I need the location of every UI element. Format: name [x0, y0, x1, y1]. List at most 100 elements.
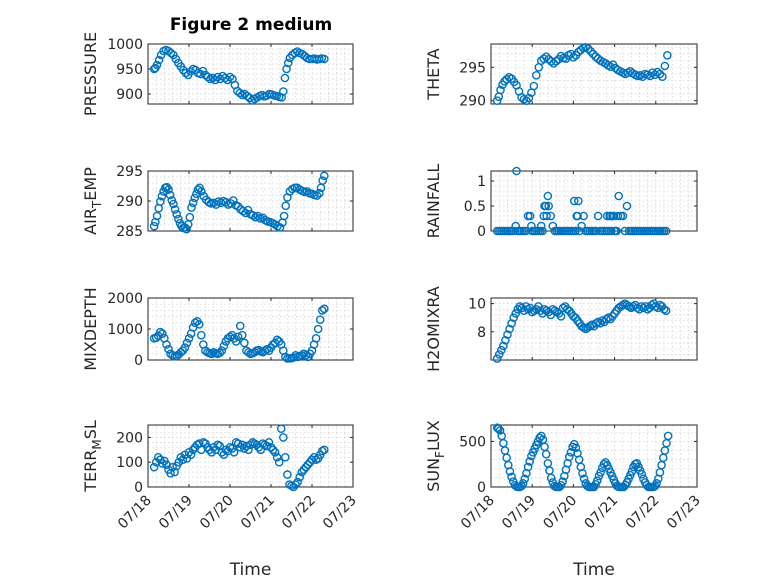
data-point — [282, 64, 291, 74]
y-axis-label: H2OMIXRA — [424, 286, 443, 372]
y-axis-label: PRESSURE — [81, 32, 100, 116]
data-point — [153, 452, 163, 462]
data-point — [650, 70, 660, 79]
data-point — [632, 303, 642, 313]
data-point — [266, 443, 276, 452]
data-point — [319, 171, 329, 181]
data-point — [502, 75, 511, 84]
data-point — [511, 309, 521, 318]
data-point — [297, 467, 307, 477]
data-point — [248, 211, 258, 220]
data-point — [315, 315, 325, 325]
data-point — [318, 176, 327, 185]
series-pressure — [149, 45, 329, 105]
data-point — [170, 205, 180, 214]
y-tick-label: 500 — [459, 434, 486, 450]
data-point — [577, 221, 586, 231]
x-tick-label: 07/19 — [499, 493, 539, 533]
data-point — [591, 226, 601, 236]
data-point — [231, 337, 241, 346]
data-point — [279, 211, 289, 221]
data-point — [281, 201, 291, 211]
axes-box — [490, 43, 698, 105]
data-point — [243, 205, 253, 215]
data-point — [233, 332, 243, 342]
data-point — [618, 211, 628, 221]
series-mixdepth — [149, 304, 329, 363]
data-point — [540, 442, 549, 452]
data-point — [278, 433, 288, 442]
data-point — [174, 214, 183, 224]
data-point — [494, 424, 503, 433]
data-point — [522, 96, 531, 105]
data-point — [541, 52, 551, 61]
data-point — [152, 60, 162, 70]
data-point — [624, 302, 634, 311]
data-point — [237, 330, 247, 340]
data-point — [564, 452, 574, 462]
data-point — [575, 226, 584, 236]
data-point — [274, 457, 284, 467]
data-point — [663, 51, 672, 60]
data-point — [543, 458, 553, 468]
data-point — [525, 211, 535, 221]
x-tick-label: 07/21 — [582, 493, 622, 533]
data-point — [509, 226, 518, 236]
data-point — [299, 465, 309, 474]
data-point — [228, 196, 238, 205]
y-tick-label: 1 — [477, 174, 486, 190]
data-point — [579, 323, 589, 332]
data-point — [301, 351, 311, 360]
data-point — [187, 203, 196, 212]
x-tick-label: 07/22 — [279, 493, 319, 533]
series-terrain_msl — [149, 424, 329, 492]
data-point — [196, 330, 206, 340]
y-axis-label: RAINFALL — [424, 164, 443, 239]
data-point — [546, 473, 556, 483]
data-point — [637, 469, 647, 479]
subplot-sun_flux: 0 500 07/18 07/19 07/20 07/21 07/22 07/23 Time SU… — [424, 420, 704, 580]
data-point — [620, 226, 630, 236]
data-point — [188, 198, 198, 208]
x-axis-label: Time — [229, 560, 272, 580]
data-point — [244, 347, 253, 357]
data-point — [291, 351, 300, 360]
data-point — [168, 462, 177, 472]
data-point — [302, 187, 312, 196]
data-point — [558, 477, 567, 486]
data-point — [264, 438, 274, 447]
data-point — [501, 335, 510, 345]
data-point — [166, 48, 176, 58]
data-point — [313, 324, 323, 334]
y-tick-label: 295 — [459, 60, 486, 76]
data-point — [235, 88, 245, 98]
data-point — [639, 303, 648, 313]
data-point — [152, 211, 162, 221]
data-point — [578, 469, 587, 478]
data-point — [507, 472, 516, 482]
x-tick-label: 07/21 — [238, 493, 278, 533]
data-point — [583, 44, 593, 53]
data-point — [607, 226, 616, 236]
data-point — [289, 353, 298, 362]
data-point — [551, 57, 561, 66]
data-point — [164, 344, 173, 354]
data-point — [524, 93, 534, 103]
data-point — [186, 450, 196, 460]
data-point — [276, 424, 286, 434]
data-point — [494, 350, 504, 359]
x-tick-label: 07/19 — [156, 493, 196, 533]
data-point — [262, 344, 272, 354]
data-point — [509, 313, 518, 323]
data-point — [518, 479, 528, 488]
data-point — [571, 226, 580, 236]
data-point — [579, 474, 589, 484]
data-point — [651, 302, 661, 311]
x-tick-label: 07/23 — [320, 493, 360, 533]
axes-box — [490, 170, 698, 232]
y-axis-label: SUNFLUX — [424, 420, 447, 492]
data-point — [618, 300, 628, 310]
data-point — [196, 187, 206, 196]
data-point — [172, 209, 181, 219]
data-point — [203, 72, 213, 82]
